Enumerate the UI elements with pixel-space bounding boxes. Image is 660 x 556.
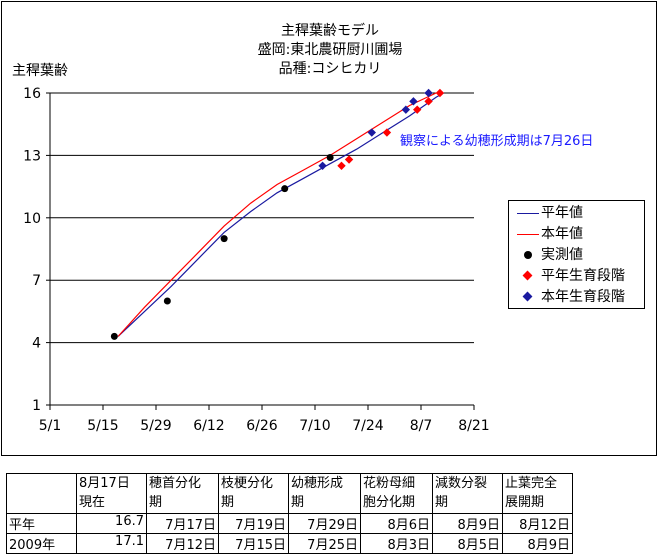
x-tick-label: 6/12: [193, 418, 224, 434]
legend: 平年値 本年値 実測値 平年生育段階 本年生育段階: [508, 200, 645, 309]
legend-item-current-line: 本年値: [515, 224, 583, 244]
data-point-stage: [413, 105, 422, 114]
data-point-stage: [318, 161, 327, 170]
legend-label: 本年生育段階: [541, 289, 625, 305]
data-point-measured: [281, 185, 289, 193]
data-point-stage: [382, 128, 392, 137]
y-tick-label: 13: [23, 148, 41, 164]
y-tick-label: 10: [23, 211, 41, 227]
table-header-cell: 減数分裂期: [432, 473, 503, 514]
table-cell: 7月19日: [218, 513, 289, 534]
legend-item-current-stage: 本年生育段階: [515, 287, 625, 307]
table-header-cell: 止葉完全 展開期: [502, 473, 573, 514]
data-point-stage: [424, 88, 433, 98]
table-cell: 7月25日: [288, 533, 361, 554]
data-point-stage: [367, 128, 376, 137]
table-cell: 7月15日: [218, 533, 289, 554]
table-cell: 8月9日: [432, 513, 503, 534]
table-cell: 17.1: [76, 533, 147, 554]
x-tick-label: 8/7: [410, 418, 433, 434]
x-tick-label: 5/15: [87, 418, 118, 434]
table-row: 平年 16.7 7月17日 7月19日 7月29日 8月6日 8月9日 8月12日: [6, 513, 573, 534]
table-cell: 7月29日: [288, 513, 361, 534]
table-row-label: 平年: [6, 513, 77, 534]
table-cell: 8月12日: [502, 513, 573, 534]
table-row-label: 2009年: [6, 533, 77, 554]
legend-item-normal-stage: 平年生育段階: [515, 266, 625, 286]
table-header-cell: 幼穂形成期: [288, 473, 361, 514]
y-tick-label: 16: [23, 86, 41, 102]
x-tick-label: 7/10: [299, 418, 330, 434]
table-cell: 8月5日: [432, 533, 503, 554]
x-tick-label: 5/1: [39, 418, 62, 434]
chart-title: 主稈葉齢モデル: [281, 23, 379, 39]
x-tick-label: 6/26: [246, 418, 278, 434]
table-header-cell: [6, 473, 77, 514]
table-cell: 7月17日: [146, 513, 219, 534]
chart-subtitle-location: 盛岡:東北農研厨川圃場: [257, 42, 403, 58]
table-cell: 7月12日: [146, 533, 219, 554]
chart-canvas: 1 4 7 10 13 16 5/1 5/15 5/29 6/12 6/26 7/10 7/24 8/7 8…: [23, 86, 490, 434]
chart-frame: [1, 1, 657, 456]
data-point-measured: [163, 297, 171, 305]
series-line: [117, 92, 437, 337]
legend-marker: [522, 291, 533, 302]
table-header-row: 8月17日 現在 穂首分化期枝梗分化期幼穂形成期花粉母細 胞分化期 減数分裂期止葉完全展…: [6, 473, 573, 514]
x-tick-label: 7/24: [352, 418, 384, 434]
data-point-measured: [220, 235, 228, 243]
legend-swatch: [517, 213, 539, 214]
data-point-stage: [409, 97, 418, 106]
table-row: 2009年 17.1 7月12日 7月15日 7月25日 8月3日 8月5日 8月9日: [6, 533, 573, 554]
legend-item-normal-line: 平年値: [515, 203, 583, 223]
series-line: [117, 92, 444, 337]
data-point-stage: [435, 88, 445, 98]
legend-item-measured: 実測値: [515, 245, 583, 265]
annotation-text: 観察による幼穂形成期は7月26日: [400, 134, 594, 149]
table-cell: 16.7: [76, 513, 147, 534]
data-point-measured: [110, 332, 118, 340]
y-tick-label: 7: [32, 273, 41, 289]
legend-swatch: [517, 234, 539, 235]
legend-marker: [524, 251, 532, 259]
data-point-stage: [424, 97, 433, 106]
legend-label: 平年値: [541, 205, 583, 221]
x-tick-label: 8/21: [458, 418, 489, 434]
table-cell: 8月9日: [502, 533, 573, 554]
table-cell: 8月3日: [360, 533, 433, 554]
y-axis-label: 主稈葉齢: [12, 63, 68, 79]
table-header-cell: 花粉母細 胞分化期: [360, 473, 433, 514]
legend-label: 平年生育段階: [541, 268, 625, 284]
table-header-cell: 8月17日 現在: [76, 473, 147, 514]
table-header-cell: 枝梗分化期: [218, 473, 289, 514]
data-point-stage: [401, 105, 411, 114]
y-tick-label: 1: [32, 398, 41, 414]
data-point-measured: [326, 153, 334, 161]
x-tick-label: 5/29: [140, 418, 171, 434]
legend-label: 本年値: [541, 226, 583, 242]
table-cell: 8月6日: [360, 513, 433, 534]
stage-table: 8月17日 現在 穂首分化期枝梗分化期幼穂形成期花粉母細 胞分化期 減数分裂期止葉完全展…: [6, 473, 573, 554]
data-point-stage: [337, 161, 346, 170]
y-tick-label: 4: [32, 336, 41, 352]
data-point-stage: [344, 155, 354, 164]
table-header-cell: 穂首分化期: [146, 473, 219, 514]
legend-label: 実測値: [541, 247, 583, 263]
chart-subtitle-variety: 品種:コシヒカリ: [278, 61, 382, 77]
legend-marker: [522, 270, 533, 281]
